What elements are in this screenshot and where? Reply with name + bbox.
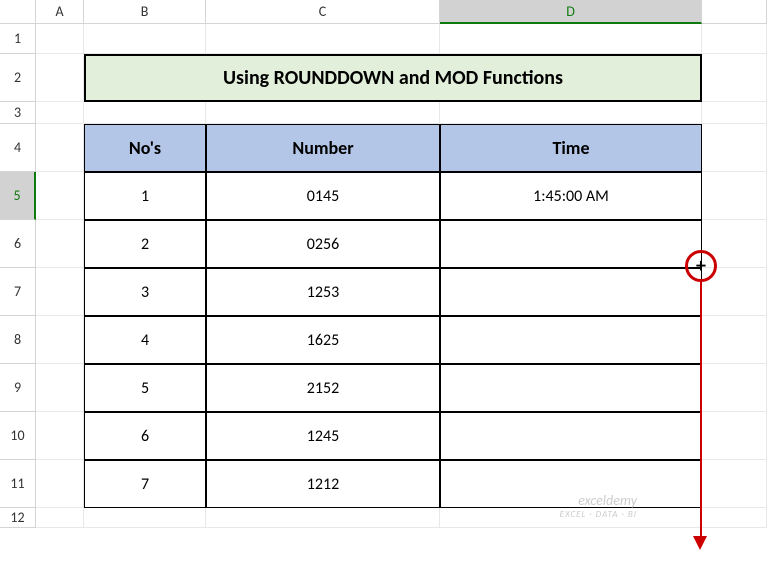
table-cell-nos-2[interactable]: 2 xyxy=(84,220,206,268)
col-header-extra xyxy=(702,0,767,24)
row-header-4[interactable]: 4 xyxy=(0,124,36,172)
cell-b3[interactable] xyxy=(84,102,206,124)
table-header-number[interactable]: Number xyxy=(206,124,440,172)
table-cell-number-4[interactable]: 1625 xyxy=(206,316,440,364)
cell-a2[interactable] xyxy=(36,54,84,102)
cell-a9[interactable] xyxy=(36,364,84,412)
col-header-d[interactable]: D xyxy=(440,0,702,24)
fill-cursor-icon: + xyxy=(696,256,706,276)
title-cell[interactable]: Using ROUNDDOWN and MOD Functions xyxy=(84,54,702,102)
watermark: exceldemy EXCEL · DATA · BI xyxy=(560,492,637,520)
watermark-line2: EXCEL · DATA · BI xyxy=(560,509,637,520)
table-cell-nos-6[interactable]: 6 xyxy=(84,412,206,460)
cell-d1[interactable] xyxy=(440,24,702,54)
cell-e2[interactable] xyxy=(702,54,767,102)
cell-b1[interactable] xyxy=(84,24,206,54)
cell-e5[interactable] xyxy=(702,172,767,220)
row-header-5[interactable]: 5 xyxy=(0,172,36,220)
table-cell-time-2[interactable] xyxy=(440,220,702,268)
cell-e9[interactable] xyxy=(702,364,767,412)
cell-c1[interactable] xyxy=(206,24,440,54)
table-cell-nos-7[interactable]: 7 xyxy=(84,460,206,508)
cell-a3[interactable] xyxy=(36,102,84,124)
cell-d3[interactable] xyxy=(440,102,702,124)
spreadsheet-grid: A B C D 1 2 Using ROUNDDOWN and MOD Func… xyxy=(0,0,767,528)
table-cell-nos-1[interactable]: 1 xyxy=(84,172,206,220)
table-cell-number-1[interactable]: 0145 xyxy=(206,172,440,220)
row-header-8[interactable]: 8 xyxy=(0,316,36,364)
table-cell-time-4[interactable] xyxy=(440,316,702,364)
table-cell-nos-4[interactable]: 4 xyxy=(84,316,206,364)
table-header-nos[interactable]: No's xyxy=(84,124,206,172)
table-cell-time-3[interactable] xyxy=(440,268,702,316)
col-header-b[interactable]: B xyxy=(84,0,206,24)
table-cell-number-7[interactable]: 1212 xyxy=(206,460,440,508)
cell-e10[interactable] xyxy=(702,412,767,460)
row-header-11[interactable]: 11 xyxy=(0,460,36,508)
table-header-time[interactable]: Time xyxy=(440,124,702,172)
drag-arrow-line xyxy=(700,282,702,536)
row-header-7[interactable]: 7 xyxy=(0,268,36,316)
cell-e4[interactable] xyxy=(702,124,767,172)
col-header-c[interactable]: C xyxy=(206,0,440,24)
cell-a7[interactable] xyxy=(36,268,84,316)
row-header-9[interactable]: 9 xyxy=(0,364,36,412)
cell-a5[interactable] xyxy=(36,172,84,220)
table-cell-nos-5[interactable]: 5 xyxy=(84,364,206,412)
cell-a11[interactable] xyxy=(36,460,84,508)
table-cell-number-2[interactable]: 0256 xyxy=(206,220,440,268)
cell-a6[interactable] xyxy=(36,220,84,268)
row-header-6[interactable]: 6 xyxy=(0,220,36,268)
cell-e12[interactable] xyxy=(702,508,767,528)
cell-e8[interactable] xyxy=(702,316,767,364)
table-cell-number-5[interactable]: 2152 xyxy=(206,364,440,412)
cell-e1[interactable] xyxy=(702,24,767,54)
cell-e3[interactable] xyxy=(702,102,767,124)
drag-arrow-head xyxy=(693,536,707,550)
row-header-1[interactable]: 1 xyxy=(0,24,36,54)
fill-handle-circle-annotation: + xyxy=(685,250,717,282)
table-cell-time-6[interactable] xyxy=(440,412,702,460)
row-header-10[interactable]: 10 xyxy=(0,412,36,460)
watermark-line1: exceldemy xyxy=(560,492,637,509)
cell-e11[interactable] xyxy=(702,460,767,508)
cell-a4[interactable] xyxy=(36,124,84,172)
table-cell-time-1[interactable]: 1:45:00 AM xyxy=(440,172,702,220)
select-all-corner[interactable] xyxy=(0,0,36,24)
cell-b12[interactable] xyxy=(84,508,206,528)
table-cell-nos-3[interactable]: 3 xyxy=(84,268,206,316)
row-header-2[interactable]: 2 xyxy=(0,54,36,102)
cell-a12[interactable] xyxy=(36,508,84,528)
cell-c12[interactable] xyxy=(206,508,440,528)
cell-a10[interactable] xyxy=(36,412,84,460)
col-header-a[interactable]: A xyxy=(36,0,84,24)
table-cell-time-5[interactable] xyxy=(440,364,702,412)
table-cell-number-3[interactable]: 1253 xyxy=(206,268,440,316)
row-header-12[interactable]: 12 xyxy=(0,508,36,528)
cell-a8[interactable] xyxy=(36,316,84,364)
cell-c3[interactable] xyxy=(206,102,440,124)
cell-a1[interactable] xyxy=(36,24,84,54)
table-cell-number-6[interactable]: 1245 xyxy=(206,412,440,460)
row-header-3[interactable]: 3 xyxy=(0,102,36,124)
